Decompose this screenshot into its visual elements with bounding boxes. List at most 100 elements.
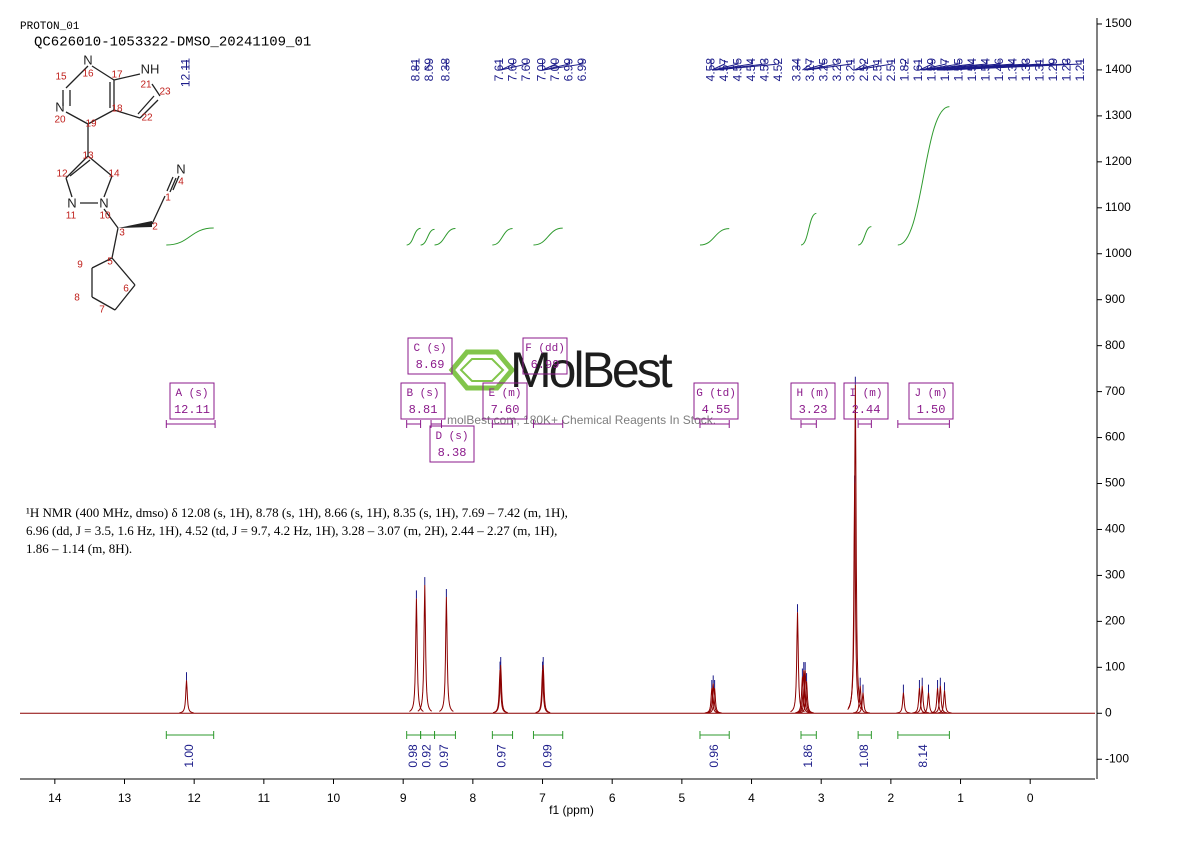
atom-number: 6: [123, 284, 129, 295]
x-tick-label: 4: [748, 791, 755, 805]
peak-label-leader: [713, 60, 753, 71]
watermark-tagline: molBest.com, 180K+ Chemical Reagents In …: [447, 413, 716, 427]
peak-label: 1.29: [1046, 58, 1060, 82]
integral-label: 0.97: [437, 744, 451, 768]
peak-label-leader: [713, 60, 739, 71]
peak-label-leader: [854, 60, 866, 71]
x-tick-label: 13: [118, 791, 132, 805]
multiplet-box: [482, 382, 528, 420]
y-tick-label: 300: [1105, 568, 1125, 582]
atom-label: N: [67, 195, 76, 210]
peak-label: 12.11: [179, 58, 193, 87]
y-tick-label: 0: [1105, 705, 1112, 719]
peak-label: 7.60: [506, 58, 520, 82]
integral-bracket: [897, 731, 950, 739]
integral-curve: [857, 226, 872, 246]
y-tick-label: 400: [1105, 522, 1125, 536]
atom-label: NH: [141, 61, 160, 76]
peak-label-leader: [543, 60, 571, 71]
peak-label: 6.99: [562, 58, 576, 82]
atom-number: 19: [85, 119, 97, 130]
atom-number: 2: [152, 222, 158, 233]
integral-label: 0.99: [540, 744, 554, 768]
x-tick-label: 9: [400, 791, 407, 805]
peak-label: 2.51: [871, 58, 885, 82]
x-tick-label: 3: [818, 791, 825, 805]
multiplet-shift: 8.81: [409, 403, 438, 417]
x-tick-label: 6: [609, 791, 616, 805]
integral-label: 0.97: [495, 744, 509, 768]
integral-label: 0.98: [406, 744, 420, 768]
multiplet-range: [406, 420, 422, 428]
integral-label: 0.92: [420, 744, 434, 768]
peak-label: 1.34: [1006, 58, 1020, 82]
multiplet-box: [843, 382, 889, 420]
multiplet-box: [429, 425, 475, 463]
peak-label: 1.31: [1033, 58, 1047, 82]
spectrum-peak: [796, 670, 811, 714]
multiplet-name: E (m): [488, 388, 521, 400]
y-tick-label: 1500: [1105, 16, 1132, 30]
multiplet-shift: 4.55: [702, 403, 731, 417]
multiplet-box: [169, 382, 215, 420]
peak-label-leader: [500, 60, 528, 71]
peak-label: 3.34: [790, 58, 804, 82]
peak-label: 3.25: [817, 58, 831, 82]
peak-label-leader: [711, 60, 726, 71]
peak-label-leader: [500, 60, 515, 71]
integral-bracket: [165, 731, 215, 739]
x-tick-label: 1: [957, 791, 964, 805]
multiplet-box: [407, 337, 453, 375]
multiplet-range: [897, 420, 950, 428]
peak-label-leader: [805, 60, 839, 71]
peak-label: 6.99: [575, 58, 589, 82]
integral-bracket: [857, 731, 872, 739]
integral-label: 1.00: [182, 744, 196, 768]
peak-label: 1.33: [1019, 58, 1033, 82]
y-tick-label: 100: [1105, 660, 1125, 674]
atom-number: 17: [111, 70, 123, 81]
integral-curve: [420, 228, 435, 246]
peak-label-leader: [920, 60, 947, 71]
multiplet-shift: 12.11: [174, 403, 210, 417]
peak-label: 4.54: [744, 58, 758, 82]
multiplet-range: [491, 420, 514, 428]
atom-number: 20: [54, 115, 66, 126]
peak-label-leader: [802, 60, 812, 71]
peak-label: 2.52: [857, 58, 871, 82]
peak-label: 7.00: [548, 58, 562, 82]
integral-curve: [533, 227, 563, 246]
integral-curve: [699, 228, 730, 246]
peak-label-leader: [922, 60, 961, 71]
multiplet-range: [532, 420, 564, 428]
y-tick-label: 900: [1105, 292, 1125, 306]
peak-label: 7.00: [535, 58, 549, 82]
peak-label-leader: [806, 60, 853, 71]
multiplet-shift: 8.69: [416, 358, 445, 372]
peak-label: 8.69: [422, 58, 436, 82]
peak-label: 1.82: [898, 58, 912, 82]
integral-label: 1.08: [857, 744, 871, 768]
integral-bracket: [532, 731, 564, 739]
atom-number: 1: [165, 193, 171, 204]
multiplet-name: F (dd): [525, 343, 565, 355]
atom-number: 22: [141, 113, 153, 124]
atom-number: 8: [74, 293, 80, 304]
multiplet-shift: 1.50: [917, 403, 946, 417]
integral-bracket: [800, 731, 817, 739]
atom-number: 15: [55, 72, 67, 83]
peak-label: 7.60: [519, 58, 533, 82]
integral-curve: [406, 227, 421, 246]
peak-label: 3.21: [844, 58, 858, 82]
spectrum-peak: [896, 692, 911, 714]
peak-label: 4.55: [730, 58, 744, 82]
peak-label: 1.54: [979, 58, 993, 82]
multiplet-name: C (s): [413, 343, 446, 355]
multiplet-name: D (s): [435, 431, 468, 443]
spectrum-peak: [937, 690, 952, 714]
peak-label: 1.54: [965, 58, 979, 82]
peak-label-leader: [922, 60, 988, 71]
multiplet-name: B (s): [406, 388, 439, 400]
x-tick-label: 10: [327, 791, 341, 805]
integral-curve: [492, 228, 513, 246]
